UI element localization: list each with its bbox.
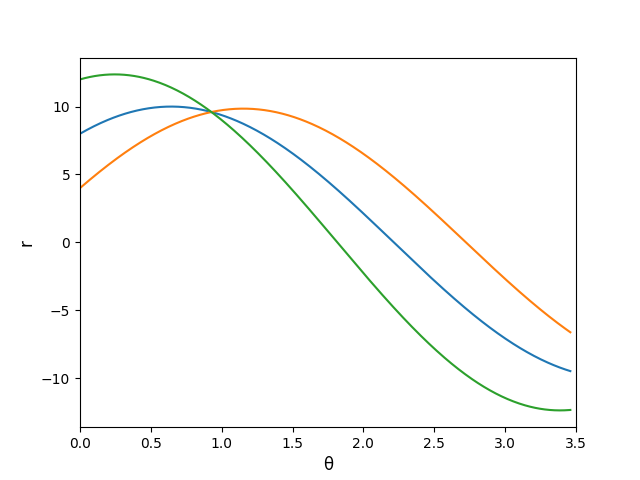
X-axis label: θ: θ [323,456,333,474]
Y-axis label: r: r [17,239,35,246]
